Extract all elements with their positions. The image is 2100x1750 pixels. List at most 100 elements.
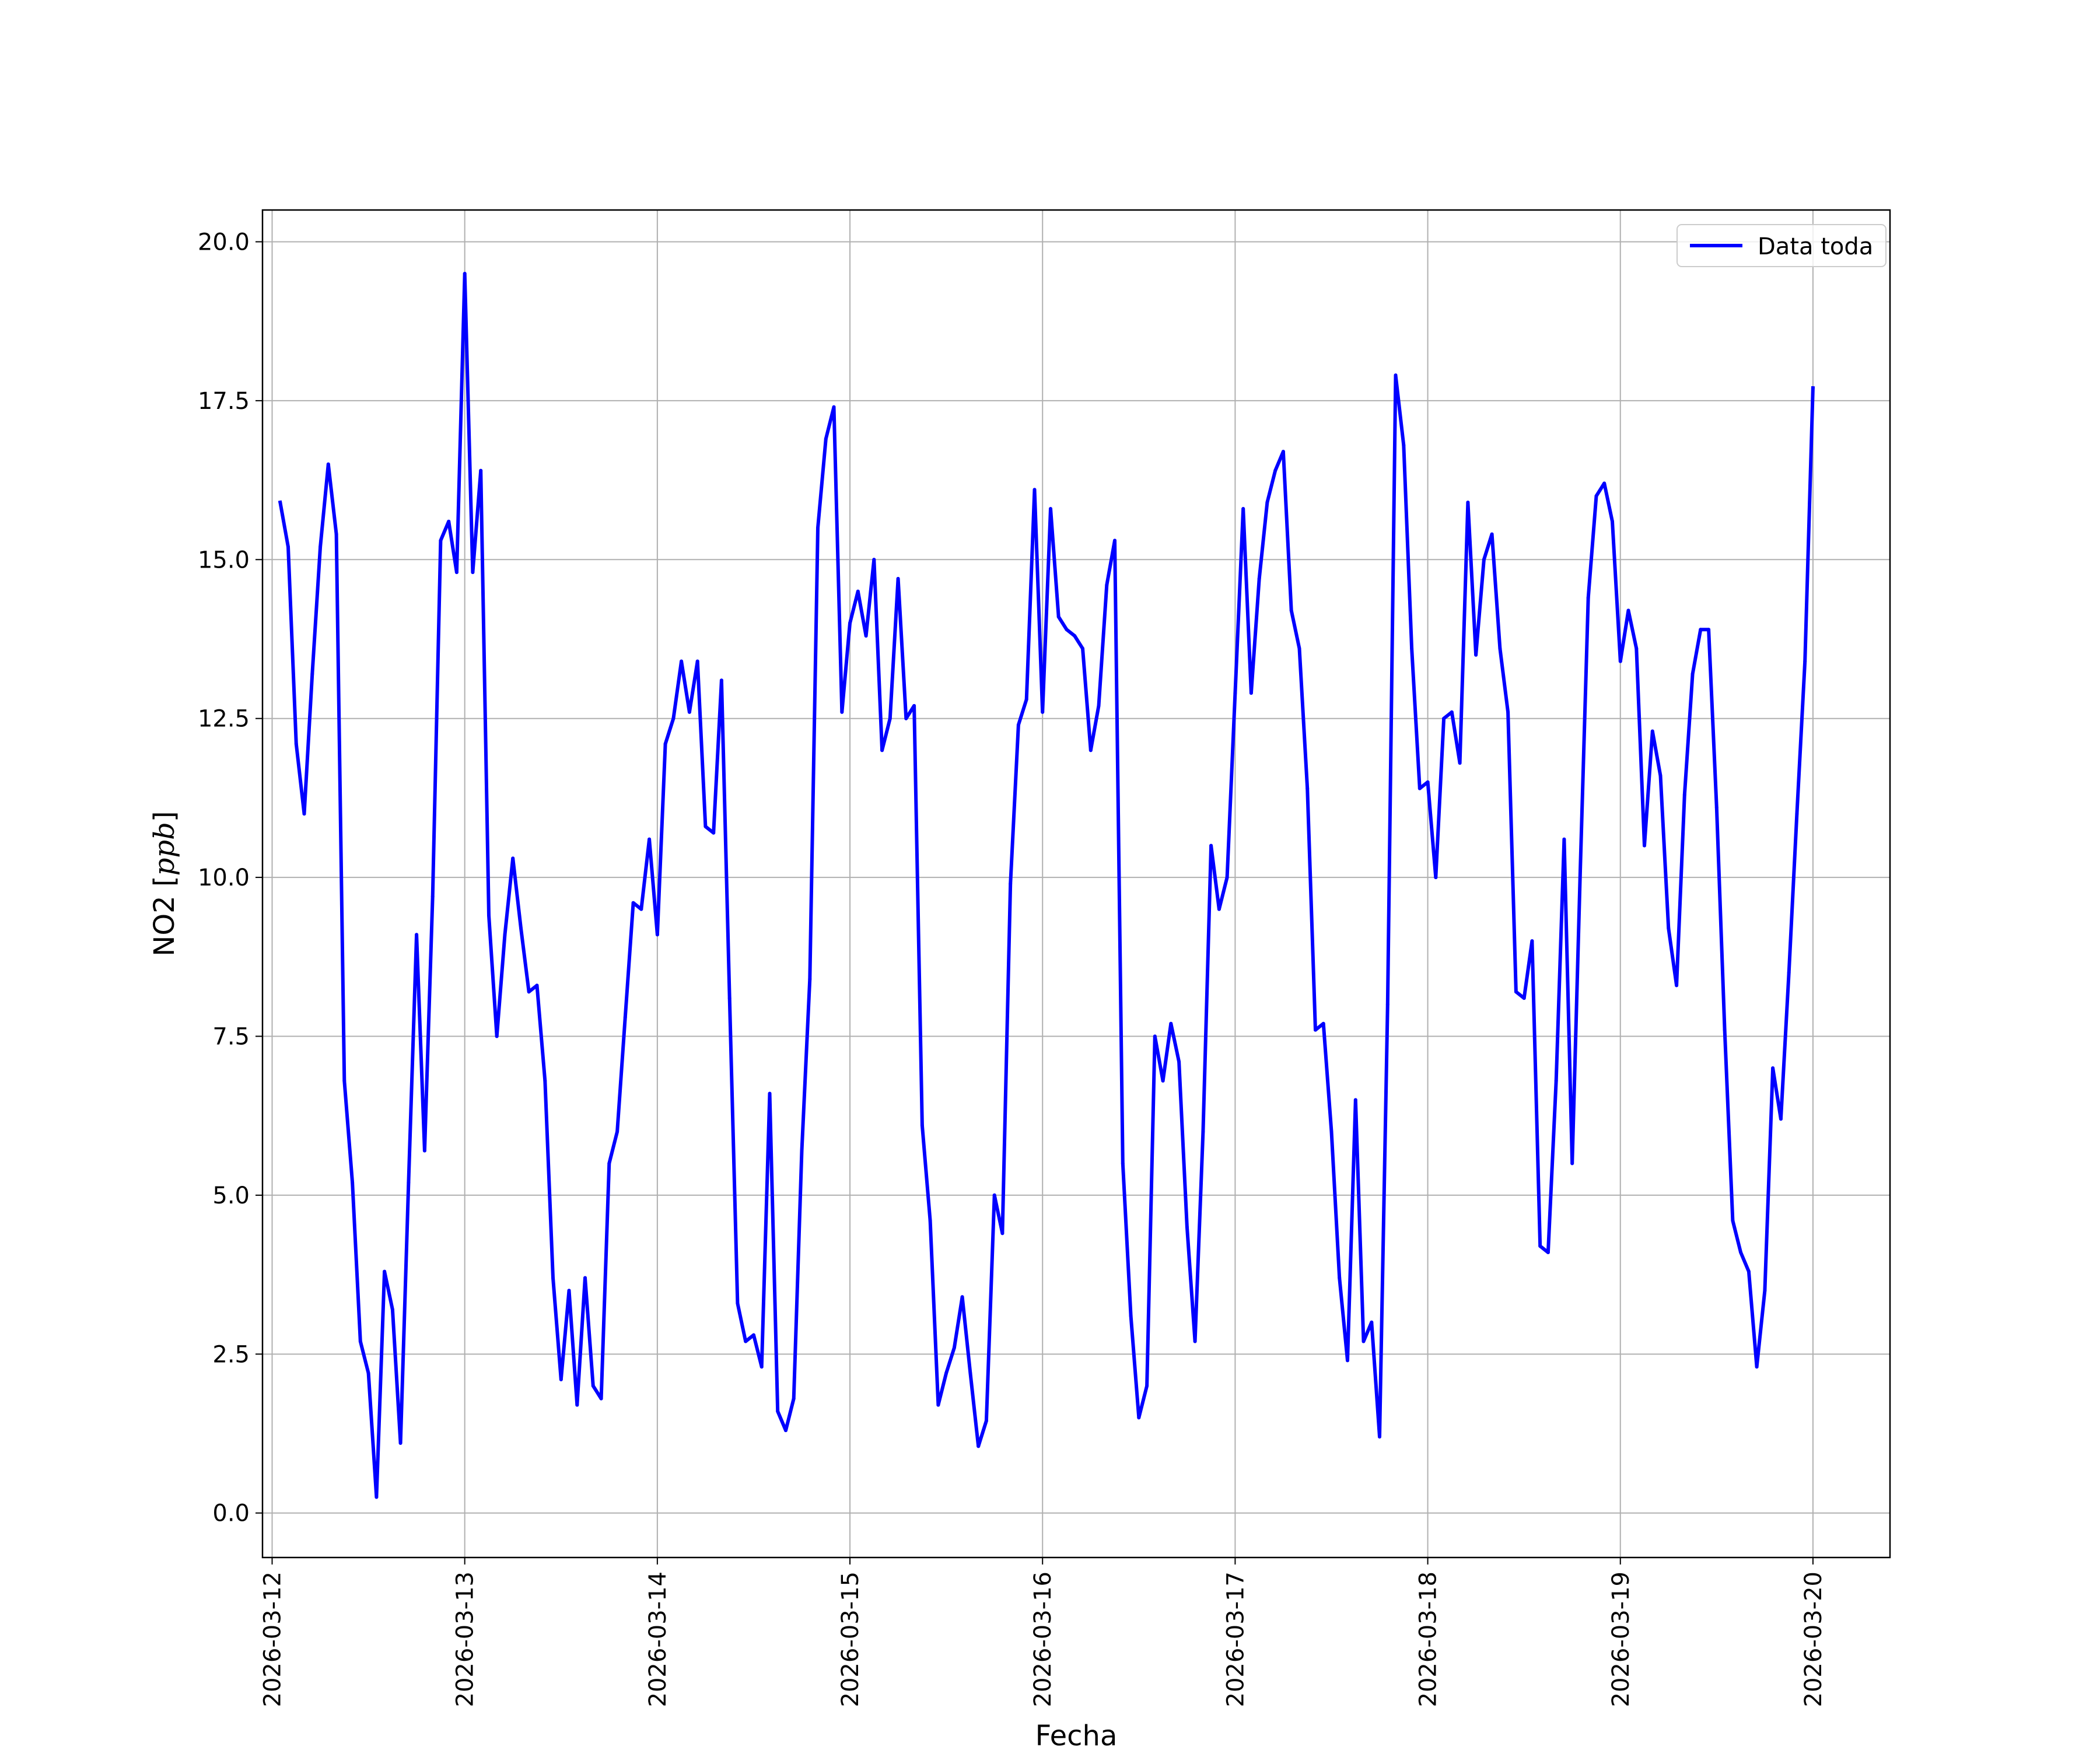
x-tick-label: 2026-03-19 <box>1608 1572 1634 1707</box>
data-point <box>1755 1365 1759 1369</box>
data-point <box>1024 698 1028 701</box>
data-point <box>366 1371 370 1375</box>
data-point <box>1338 1276 1342 1280</box>
data-point <box>880 748 884 752</box>
data-point <box>1658 774 1662 778</box>
data-point <box>1049 507 1052 511</box>
data-point <box>944 1371 949 1375</box>
series-layer <box>278 272 1815 1499</box>
data-point <box>1201 1130 1205 1133</box>
data-point <box>840 710 844 714</box>
data-point <box>527 990 531 994</box>
data-point <box>487 914 491 918</box>
data-point <box>1434 876 1438 880</box>
data-point <box>1490 532 1494 536</box>
data-point <box>1538 1244 1542 1248</box>
data-point <box>454 570 459 575</box>
data-point <box>1803 659 1807 663</box>
y-tick-label: 20.0 <box>198 229 250 256</box>
data-point <box>1530 939 1534 943</box>
data-point <box>760 1365 764 1369</box>
data-point <box>984 1419 988 1423</box>
grid <box>262 210 1890 1558</box>
data-point <box>1329 1130 1334 1133</box>
data-point <box>968 1371 972 1375</box>
data-point <box>447 519 451 523</box>
data-point <box>535 984 539 988</box>
data-point <box>1088 748 1093 752</box>
data-point <box>1385 1003 1390 1006</box>
data-point <box>1450 710 1454 714</box>
y-tick-label: 17.5 <box>198 388 250 415</box>
data-point <box>792 1396 796 1401</box>
x-tick-label: 2026-03-20 <box>1800 1572 1827 1707</box>
data-point <box>695 659 699 663</box>
data-point <box>1410 646 1414 650</box>
data-point <box>591 1384 595 1388</box>
data-point <box>1763 1289 1767 1293</box>
data-point <box>936 1403 940 1407</box>
data-point <box>1073 634 1077 638</box>
data-point <box>1418 786 1422 790</box>
data-point <box>559 1377 563 1381</box>
data-point <box>1442 716 1446 720</box>
data-point <box>503 933 507 937</box>
data-point <box>286 545 290 549</box>
data-point <box>1586 596 1590 600</box>
data-point <box>1121 1161 1125 1166</box>
data-point <box>808 977 812 981</box>
data-point <box>1113 538 1116 542</box>
y-tick-label: 2.5 <box>212 1341 250 1368</box>
data-point <box>1362 1339 1366 1343</box>
data-point <box>583 1276 587 1280</box>
data-point <box>648 837 652 841</box>
data-point <box>615 1130 620 1133</box>
data-point <box>1643 844 1646 848</box>
data-point <box>1289 608 1293 612</box>
data-point <box>784 1429 788 1433</box>
data-point <box>1474 653 1478 657</box>
data-point <box>977 1444 981 1448</box>
data-point <box>1626 608 1630 612</box>
data-point <box>358 1339 362 1343</box>
data-point <box>1153 1034 1157 1038</box>
data-point <box>1097 704 1101 708</box>
data-point <box>1739 1251 1743 1254</box>
data-point <box>920 1124 924 1128</box>
x-axis: 2026-03-12 2026-03-13 2026-03-14 2026-03-15… <box>260 1558 1827 1707</box>
data-point <box>888 716 892 720</box>
data-point <box>719 678 723 682</box>
legend-box <box>1676 224 1887 267</box>
data-point <box>1634 646 1639 650</box>
data-point <box>575 1403 579 1407</box>
data-point <box>1482 558 1486 562</box>
data-point <box>1225 876 1229 880</box>
data-point <box>1554 1079 1558 1083</box>
data-point <box>1611 519 1614 523</box>
data-point <box>1795 812 1799 816</box>
data-point <box>1081 646 1084 650</box>
data-point <box>1041 710 1045 714</box>
data-point <box>1466 501 1470 505</box>
y-axis-label-close: ] <box>148 811 181 822</box>
data-point <box>1618 659 1622 663</box>
data-point <box>623 1015 627 1019</box>
data-point <box>567 1289 571 1293</box>
data-point <box>1546 1251 1550 1254</box>
data-point <box>599 1396 603 1401</box>
data-point <box>1731 1219 1735 1223</box>
data-point <box>1746 1269 1751 1273</box>
data-point <box>1353 1098 1357 1102</box>
data-point <box>712 831 716 835</box>
data-point <box>1193 1339 1197 1343</box>
data-point <box>463 272 467 275</box>
data-point <box>736 1301 740 1306</box>
data-point <box>1514 990 1518 994</box>
data-point <box>1594 494 1598 498</box>
data-point <box>1209 844 1213 848</box>
data-point <box>928 1219 932 1223</box>
data-point <box>1273 468 1278 473</box>
data-point <box>407 1181 411 1185</box>
data-point <box>1321 1021 1325 1026</box>
data-point <box>318 545 323 549</box>
